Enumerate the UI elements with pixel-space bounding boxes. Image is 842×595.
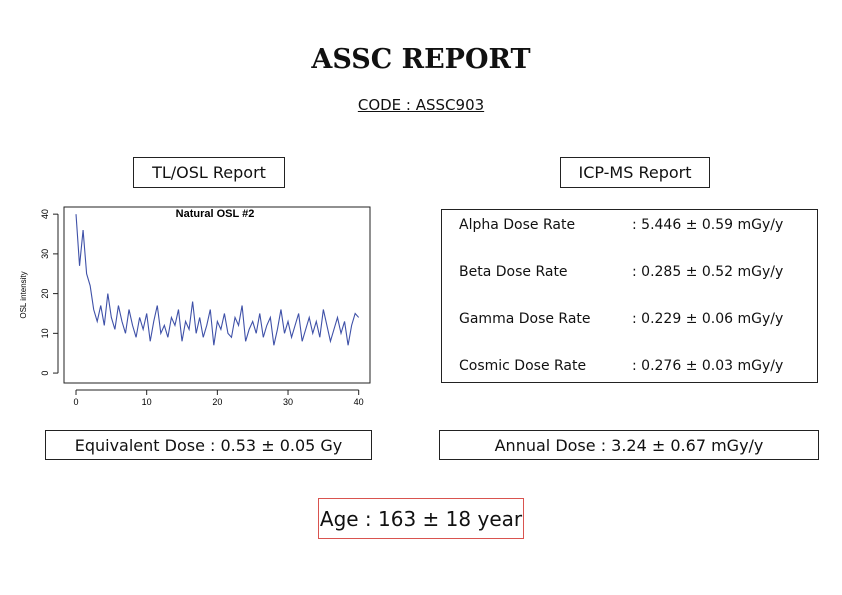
- dose-rate-value: : 0.229 ± 0.06 mGy/y: [632, 311, 784, 327]
- x-tick-label: 30: [283, 397, 293, 407]
- dose-rate-label: Gamma Dose Rate: [459, 311, 591, 327]
- x-tick-label: 10: [142, 397, 152, 407]
- dose-rate-label: Alpha Dose Rate: [459, 217, 576, 233]
- dose-rate-label: Beta Dose Rate: [459, 264, 568, 280]
- dose-rate-label: Cosmic Dose Rate: [459, 358, 587, 374]
- y-tick-label: 20: [40, 289, 50, 299]
- equivalent-dose: Equivalent Dose : 0.53 ± 0.05 Gy: [45, 430, 372, 460]
- plot-frame: [63, 206, 371, 384]
- chart-title: Natural OSL #2: [176, 208, 255, 220]
- annual-dose: Annual Dose : 3.24 ± 0.67 mGy/y: [439, 430, 819, 460]
- y-axis-label: OSL intensity: [19, 271, 28, 318]
- dose-rate-value: : 5.446 ± 0.59 mGy/y: [632, 217, 784, 233]
- dose-rate-value: : 0.285 ± 0.52 mGy/y: [632, 264, 784, 280]
- x-tick-label: 20: [212, 397, 222, 407]
- y-tick-label: 40: [40, 209, 50, 219]
- tl-osl-label: TL/OSL Report: [133, 157, 285, 188]
- y-tick-label: 10: [40, 328, 50, 338]
- y-tick-label: 0: [40, 371, 50, 376]
- osl-curve: [75, 214, 360, 346]
- osl-chart: Natural OSL #2 OSL intensity 0 10 20 30 40 0 10 2…: [19, 206, 371, 407]
- y-tick-label: 30: [40, 249, 50, 259]
- x-tick-label: 0: [74, 397, 79, 407]
- dose-rate-value: : 0.276 ± 0.03 mGy/y: [632, 358, 784, 374]
- report-code: CODE : ASSC903: [357, 96, 485, 114]
- icp-ms-label: ICP-MS Report: [560, 157, 710, 188]
- age: Age : 163 ± 18 year: [318, 498, 524, 539]
- x-tick-label: 40: [354, 397, 364, 407]
- dose-rate-table: [441, 209, 818, 383]
- report-title: ASSC REPORT: [311, 44, 531, 75]
